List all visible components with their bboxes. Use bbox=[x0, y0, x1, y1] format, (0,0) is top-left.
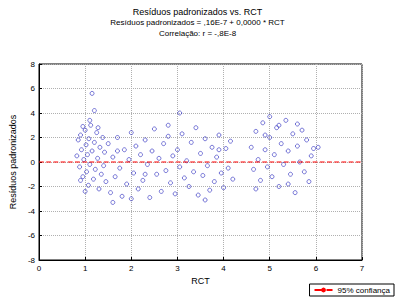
svg-text:5: 5 bbox=[267, 264, 272, 273]
svg-text:8: 8 bbox=[31, 60, 36, 69]
svg-text:Resíduos padronizados: Resíduos padronizados bbox=[8, 114, 18, 209]
svg-text:-4: -4 bbox=[28, 207, 36, 216]
svg-text:-6: -6 bbox=[28, 231, 36, 240]
svg-text:4: 4 bbox=[221, 264, 226, 273]
svg-text:-8: -8 bbox=[28, 256, 36, 265]
svg-text:2: 2 bbox=[129, 264, 134, 273]
svg-text:2: 2 bbox=[31, 133, 36, 142]
svg-text:3: 3 bbox=[175, 264, 180, 273]
svg-text:4: 4 bbox=[31, 109, 36, 118]
svg-text:6: 6 bbox=[314, 264, 319, 273]
svg-text:Correlação: r = -,8E-8: Correlação: r = -,8E-8 bbox=[159, 29, 237, 38]
svg-text:RCT: RCT bbox=[191, 276, 210, 286]
svg-text:Resíduos padronizados = ,16E-7: Resíduos padronizados = ,16E-7 + 0,0000 … bbox=[110, 18, 284, 27]
svg-text:Resíduos padronizados vs. RCT: Resíduos padronizados vs. RCT bbox=[133, 7, 263, 17]
svg-text:0: 0 bbox=[37, 264, 42, 273]
svg-text:95% confiança: 95% confiança bbox=[338, 286, 391, 295]
svg-text:-2: -2 bbox=[28, 182, 36, 191]
svg-text:6: 6 bbox=[31, 84, 36, 93]
svg-text:1: 1 bbox=[83, 264, 88, 273]
svg-text:0: 0 bbox=[31, 158, 36, 167]
svg-text:7: 7 bbox=[360, 264, 365, 273]
